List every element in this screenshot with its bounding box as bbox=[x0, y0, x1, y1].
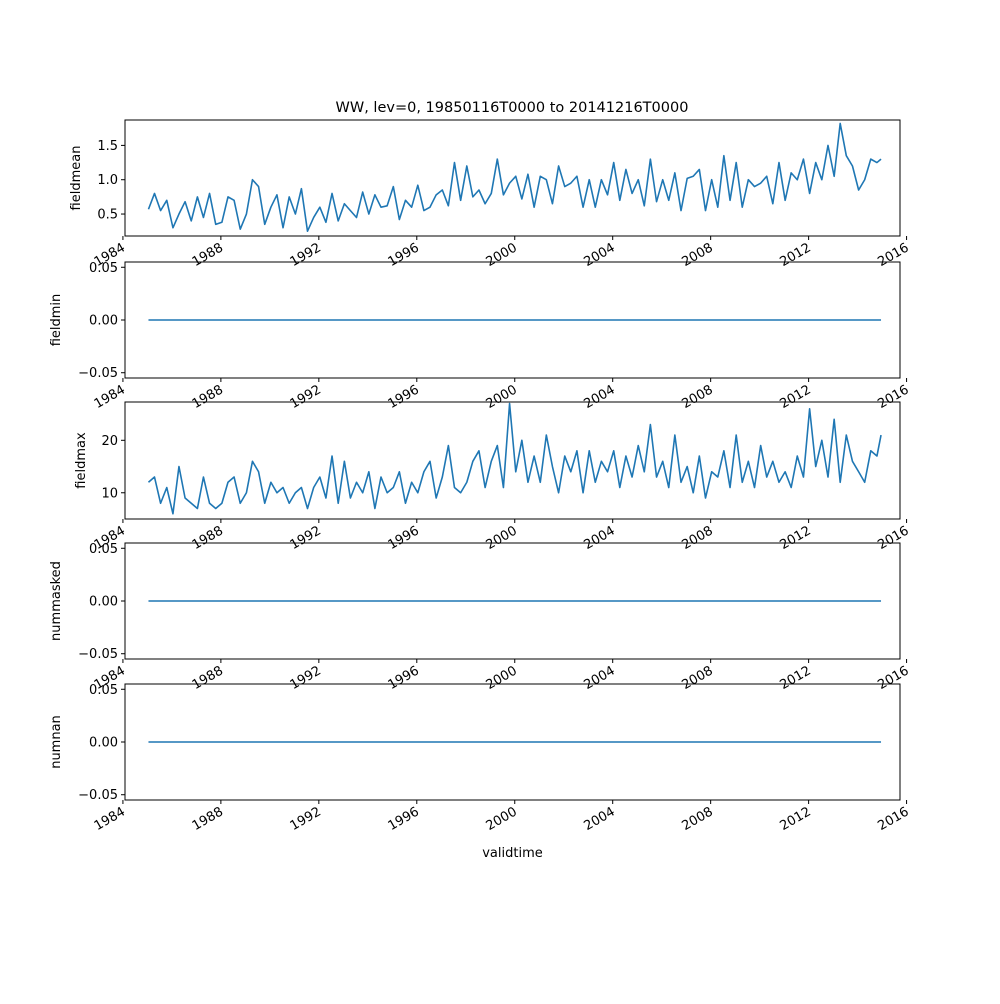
panel-2-frame bbox=[124, 401, 901, 520]
panel-3-ylabel: nummasked bbox=[49, 561, 64, 641]
panel-2-ytick-label: 10 bbox=[101, 486, 118, 501]
panel-0-ytick-label: 0.5 bbox=[97, 208, 118, 223]
panel-4-xlabel: validtime bbox=[482, 846, 543, 861]
panel-2-series-line-0 bbox=[147, 402, 882, 515]
panel-0-ytick-label: 1.5 bbox=[97, 139, 118, 154]
panel-3-ytick-label: 0.05 bbox=[89, 542, 118, 557]
panel-2-ylabel: fieldmax bbox=[74, 432, 89, 489]
panel-4-ylabel: numnan bbox=[49, 715, 64, 769]
panel-4-ytick-label: 0.00 bbox=[89, 736, 118, 751]
panel-0-series-line-0 bbox=[147, 122, 882, 232]
panel-1-ylabel: fieldmin bbox=[49, 294, 64, 347]
panel-4-ytick-label: 0.05 bbox=[89, 683, 118, 698]
panel-0-frame bbox=[124, 119, 901, 237]
panel-4-ytick-label: −0.05 bbox=[78, 788, 118, 803]
figure-title: WW, lev=0, 19850116T0000 to 20141216T000… bbox=[336, 100, 689, 116]
panel-2-ytick-label: 20 bbox=[101, 434, 118, 449]
panel-0-ylabel: fieldmean bbox=[69, 146, 84, 211]
panel-3-ytick-label: −0.05 bbox=[78, 647, 118, 662]
panel-0-ytick-label: 1.0 bbox=[97, 173, 118, 188]
panel-1-ytick-label: 0.05 bbox=[89, 261, 118, 276]
panel-1-ytick-label: 0.00 bbox=[89, 314, 118, 329]
panel-3-ytick-label: 0.00 bbox=[89, 595, 118, 610]
panel-1-ytick-label: −0.05 bbox=[78, 366, 118, 381]
